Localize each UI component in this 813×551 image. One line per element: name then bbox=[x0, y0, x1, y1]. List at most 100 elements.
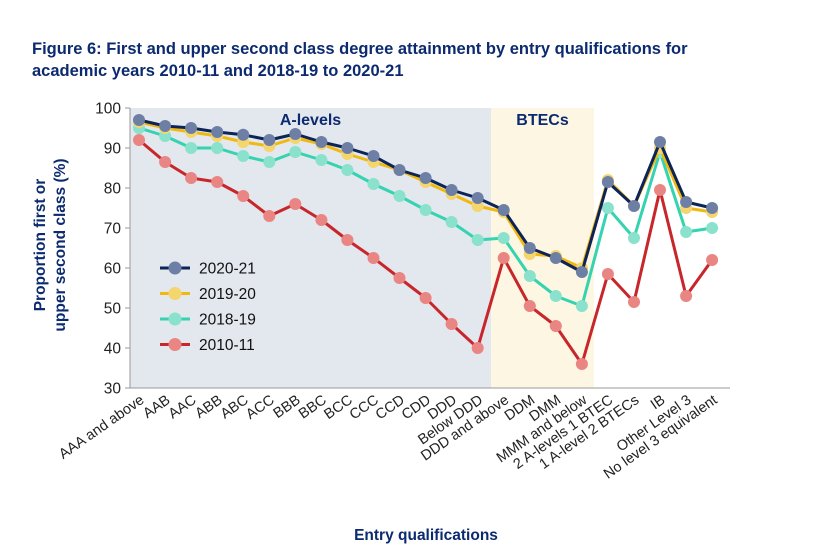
data-point-2018-19 bbox=[601, 202, 614, 214]
y-tick-label: 80 bbox=[104, 181, 122, 198]
y-tick-label: 40 bbox=[104, 341, 122, 358]
data-point-2018-19 bbox=[549, 290, 562, 302]
data-point-2010-11 bbox=[601, 268, 614, 280]
data-point-2010-11 bbox=[315, 214, 328, 226]
data-point-2020-21 bbox=[263, 134, 276, 146]
legend-label-2010-11: 2010-11 bbox=[199, 337, 255, 354]
series-lines bbox=[133, 114, 719, 370]
data-point-2010-11 bbox=[575, 358, 588, 370]
y-axis-label-line-2: upper second class (%) bbox=[52, 158, 69, 331]
y-tick-label: 60 bbox=[104, 261, 122, 278]
series-line-2010-11-seg2 bbox=[580, 188, 714, 366]
data-point-2010-11 bbox=[289, 198, 302, 210]
data-point-2020-21 bbox=[523, 242, 536, 254]
axes: 30 40 50 60 70 80 90 100 bbox=[95, 101, 730, 398]
data-point-2018-19 bbox=[315, 154, 328, 166]
data-point-2010-11 bbox=[445, 318, 458, 330]
data-point-2020-21 bbox=[159, 120, 172, 132]
region-label-0: A-levels bbox=[280, 112, 341, 129]
data-point-2010-11 bbox=[237, 190, 250, 202]
data-point-2018-19 bbox=[263, 156, 276, 168]
data-point-2020-21 bbox=[237, 128, 250, 141]
data-point-2010-11 bbox=[133, 134, 145, 146]
x-axis-label: Entry qualifications bbox=[354, 527, 498, 544]
data-point-2010-11 bbox=[367, 252, 380, 264]
data-point-2018-19 bbox=[185, 142, 198, 154]
data-point-2018-19 bbox=[445, 216, 458, 228]
data-point-2020-21 bbox=[601, 176, 614, 188]
data-point-2018-19 bbox=[419, 204, 432, 216]
data-point-2018-19 bbox=[367, 178, 380, 190]
data-point-2018-19 bbox=[393, 190, 406, 202]
data-point-2010-11 bbox=[341, 234, 354, 246]
y-tick-label: 100 bbox=[95, 101, 121, 118]
legend: 2020-21 2019-20 2018-19 2010-11 bbox=[160, 261, 256, 354]
data-point-2020-21 bbox=[419, 172, 432, 184]
data-point-2018-19 bbox=[471, 234, 484, 246]
data-point-2018-19 bbox=[237, 150, 250, 162]
data-point-2010-11 bbox=[497, 252, 510, 264]
data-point-2020-21 bbox=[549, 252, 562, 264]
data-point-2010-11 bbox=[549, 320, 562, 332]
data-point-2010-11 bbox=[706, 254, 719, 266]
data-point-2020-21 bbox=[680, 196, 693, 208]
region-shading: A-levels BTECs bbox=[130, 108, 594, 388]
data-point-2018-19 bbox=[680, 226, 693, 238]
data-point-2018-19 bbox=[575, 300, 588, 312]
legend-marker-2019-20 bbox=[168, 287, 182, 300]
data-point-2010-11 bbox=[159, 156, 172, 168]
data-point-2010-11 bbox=[419, 292, 432, 304]
category-labels: AAA and aboveAABAACABBABCACCBBBBBCBCCCCC… bbox=[56, 392, 720, 483]
legend-marker-2010-11 bbox=[168, 338, 182, 351]
region-bg-1 bbox=[491, 108, 594, 388]
data-point-2018-19 bbox=[706, 222, 719, 234]
data-point-2020-21 bbox=[367, 150, 380, 162]
data-point-2018-19 bbox=[523, 270, 536, 282]
data-point-2020-21 bbox=[133, 114, 145, 126]
legend-marker-2020-21 bbox=[168, 261, 182, 275]
data-point-2010-11 bbox=[680, 290, 693, 302]
region-label-1: BTECs bbox=[516, 112, 569, 129]
data-point-2020-21 bbox=[445, 184, 458, 196]
data-point-2020-21 bbox=[497, 204, 510, 216]
data-point-2010-11 bbox=[263, 210, 276, 222]
data-point-2010-11 bbox=[654, 184, 666, 196]
y-tick-label: 50 bbox=[104, 301, 122, 318]
data-point-2018-19 bbox=[211, 142, 224, 154]
chart-title: Figure 6: First and upper second class d… bbox=[32, 38, 792, 82]
category-label: AAA and above bbox=[56, 392, 147, 462]
chart-title-line-1: Figure 6: First and upper second class d… bbox=[32, 40, 688, 58]
y-tick-label: 70 bbox=[104, 221, 122, 238]
chart-title-line-2: academic years 2010-11 and 2018-19 to 20… bbox=[32, 62, 404, 80]
y-tick-label: 90 bbox=[104, 141, 122, 158]
y-tick-label: 30 bbox=[104, 381, 122, 398]
data-point-2020-21 bbox=[185, 122, 198, 134]
data-point-2020-21 bbox=[315, 136, 328, 148]
region-bg-0 bbox=[130, 108, 491, 388]
data-point-2020-21 bbox=[471, 192, 484, 204]
legend-label-2020-21: 2020-21 bbox=[199, 261, 256, 278]
data-point-2020-21 bbox=[341, 142, 354, 154]
data-point-2018-19 bbox=[289, 146, 302, 158]
data-point-2020-21 bbox=[654, 136, 666, 148]
data-point-2020-21 bbox=[289, 128, 302, 140]
data-point-2020-21 bbox=[628, 200, 640, 212]
data-point-2010-11 bbox=[523, 300, 536, 312]
data-point-2020-21 bbox=[393, 164, 406, 176]
legend-label-2019-20: 2019-20 bbox=[199, 286, 256, 303]
legend-marker-2018-19 bbox=[168, 312, 182, 326]
data-point-2020-21 bbox=[575, 266, 588, 278]
data-point-2020-21 bbox=[706, 202, 719, 214]
data-point-2010-11 bbox=[185, 172, 198, 184]
data-point-2010-11 bbox=[628, 296, 640, 308]
data-point-2018-19 bbox=[341, 164, 354, 176]
data-point-2018-19 bbox=[497, 232, 510, 244]
y-axis-label-line-1: Proportion first or bbox=[32, 179, 49, 312]
data-point-2010-11 bbox=[211, 176, 224, 188]
legend-label-2018-19: 2018-19 bbox=[199, 312, 256, 329]
data-point-2020-21 bbox=[211, 126, 224, 138]
data-point-2010-11 bbox=[471, 342, 484, 354]
data-point-2018-19 bbox=[628, 232, 640, 244]
data-point-2010-11 bbox=[393, 272, 406, 284]
